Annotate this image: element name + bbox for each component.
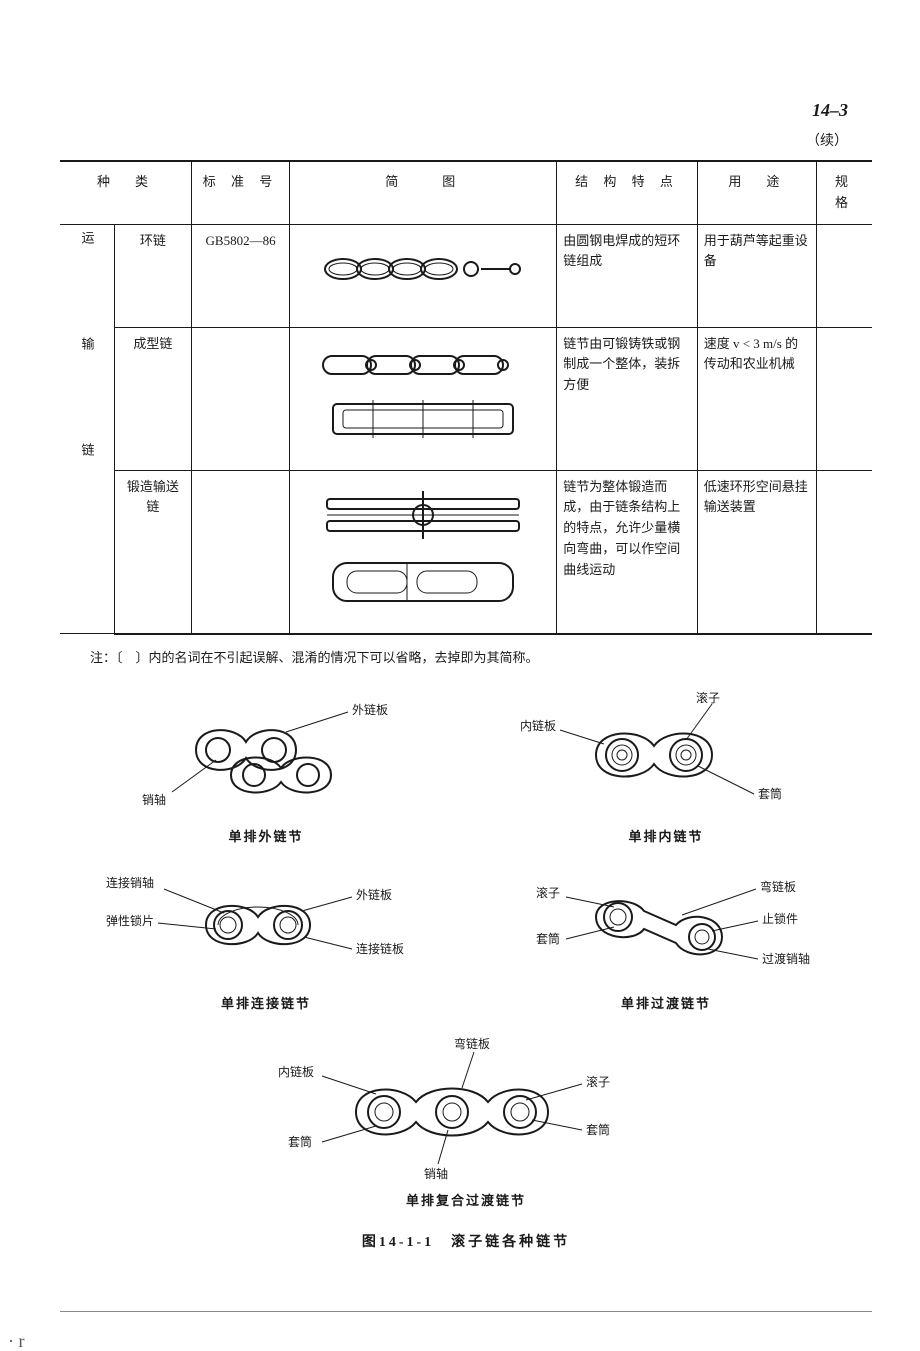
fig-caption: 单排复合过渡链节 bbox=[206, 1190, 726, 1209]
label-roller: 滚子 bbox=[536, 885, 560, 900]
cell-std bbox=[191, 327, 289, 470]
fig-caption: 单排外链节 bbox=[86, 826, 446, 845]
continued-marker: （续） bbox=[806, 130, 848, 150]
fig-caption: 单排内链节 bbox=[486, 826, 846, 845]
cast-chain-icon bbox=[313, 342, 533, 452]
label-offset-plate: 弯链板 bbox=[760, 879, 796, 894]
cell-spec bbox=[817, 327, 872, 470]
label-pin: 销轴 bbox=[424, 1166, 448, 1181]
ring-chain-icon bbox=[313, 239, 533, 299]
table-footnote: 注：〔 〕内的名词在不引起误解、混淆的情况下可以省略，去掉即为其简称。 bbox=[90, 647, 872, 666]
label-outer-plate: 外链板 bbox=[352, 702, 388, 717]
forged-conveyor-chain-icon bbox=[313, 485, 533, 615]
offset-link-icon: 滚子 套筒 弯链板 止锁件 过渡销轴 bbox=[506, 867, 826, 987]
compound-offset-link-icon: 弯链板 内链板 套筒 销轴 滚子 套筒 bbox=[226, 1034, 706, 1184]
th-kind: 种 类 bbox=[60, 161, 191, 224]
roller-chain-figure: 外链板 销轴 单排外链节 bbox=[86, 690, 846, 1251]
cell-diagram bbox=[290, 470, 557, 634]
label-connecting-plate: 连接链板 bbox=[356, 941, 404, 956]
table-row: 锻造输送链 bbox=[60, 470, 872, 634]
cell-diagram bbox=[290, 224, 557, 327]
cell-diagram bbox=[290, 327, 557, 470]
fig-item: 外链板 销轴 单排外链节 bbox=[86, 690, 446, 845]
label-connecting-pin: 连接销轴 bbox=[106, 875, 154, 890]
label-bushing: 套筒 bbox=[758, 786, 782, 801]
th-diagram: 简 图 bbox=[290, 161, 557, 224]
th-std: 标 准 号 bbox=[191, 161, 289, 224]
fig-item: 弯链板 内链板 套筒 销轴 滚子 套筒 单排复合过渡链节 bbox=[206, 1034, 726, 1209]
label-outer-plate: 外链板 bbox=[356, 887, 392, 902]
cell-kind: 环链 bbox=[114, 224, 191, 327]
figure-master-caption: 图14-1-1 滚子链各种链节 bbox=[86, 1231, 846, 1251]
label-roller: 滚子 bbox=[586, 1074, 610, 1089]
chain-types-table: 种 类 标 准 号 简 图 结 构 特 点 用 途 规 格 运 输 链 环链 G… bbox=[60, 160, 872, 635]
label-lock: 止锁件 bbox=[762, 911, 798, 926]
cell-use: 速度 v < 3 m/s 的传动和农业机械 bbox=[697, 327, 816, 470]
th-spec: 规 格 bbox=[817, 161, 872, 224]
cell-use: 用于葫芦等起重设备 bbox=[697, 224, 816, 327]
table-row: 成型链 bbox=[60, 327, 872, 470]
cell-kind: 成型链 bbox=[114, 327, 191, 470]
corner-mark: · r bbox=[8, 1331, 25, 1351]
label-inner-plate: 内链板 bbox=[520, 718, 556, 733]
fig-item: 滚子 内链板 套筒 单排内链节 bbox=[486, 690, 846, 845]
label-inner-plate: 内链板 bbox=[278, 1064, 314, 1079]
cell-kind: 锻造输送链 bbox=[114, 470, 191, 634]
label-bushing: 套筒 bbox=[288, 1134, 312, 1149]
fig-caption: 单排过渡链节 bbox=[486, 993, 846, 1012]
fig-item: 连接销轴 弹性锁片 外链板 连接链板 单排连接链节 bbox=[86, 867, 446, 1012]
connecting-link-icon: 连接销轴 弹性锁片 外链板 连接链板 bbox=[106, 867, 426, 987]
cell-feature: 链节由可锻铸铁或钢制成一个整体，装拆方便 bbox=[557, 327, 697, 470]
label-offset-pin: 过渡销轴 bbox=[762, 951, 810, 966]
label-bushing: 套筒 bbox=[536, 931, 560, 946]
bottom-rule bbox=[60, 1311, 872, 1312]
label-spring-clip: 弹性锁片 bbox=[106, 913, 154, 928]
table-header-row: 种 类 标 准 号 简 图 结 构 特 点 用 途 规 格 bbox=[60, 161, 872, 224]
label-roller: 滚子 bbox=[696, 690, 720, 705]
cell-std: GB5802—86 bbox=[191, 224, 289, 327]
cell-spec bbox=[817, 224, 872, 327]
label-bushing-2: 套筒 bbox=[586, 1122, 610, 1137]
table-row: 运 输 链 环链 GB5802—86 bbox=[60, 224, 872, 327]
page-number: 14–3 bbox=[812, 100, 848, 121]
outer-link-icon: 外链板 销轴 bbox=[136, 690, 396, 820]
cell-use: 低速环形空间悬挂输送装置 bbox=[697, 470, 816, 634]
fig-caption: 单排连接链节 bbox=[86, 993, 446, 1012]
th-use: 用 途 bbox=[697, 161, 816, 224]
th-feature: 结 构 特 点 bbox=[557, 161, 697, 224]
cell-feature: 链节为整体锻造而成，由于链条结构上的特点，允许少量横向弯曲，可以作空间曲线运动 bbox=[557, 470, 697, 634]
label-pin: 销轴 bbox=[142, 792, 166, 807]
cell-std bbox=[191, 470, 289, 634]
fig-item: 滚子 套筒 弯链板 止锁件 过渡销轴 单排过渡链节 bbox=[486, 867, 846, 1012]
inner-link-icon: 滚子 内链板 套筒 bbox=[516, 690, 816, 820]
label-offset-plate: 弯链板 bbox=[454, 1036, 490, 1051]
row-group-label: 运 输 链 bbox=[60, 224, 114, 634]
cell-feature: 由圆钢电焊成的短环链组成 bbox=[557, 224, 697, 327]
cell-spec bbox=[817, 470, 872, 634]
